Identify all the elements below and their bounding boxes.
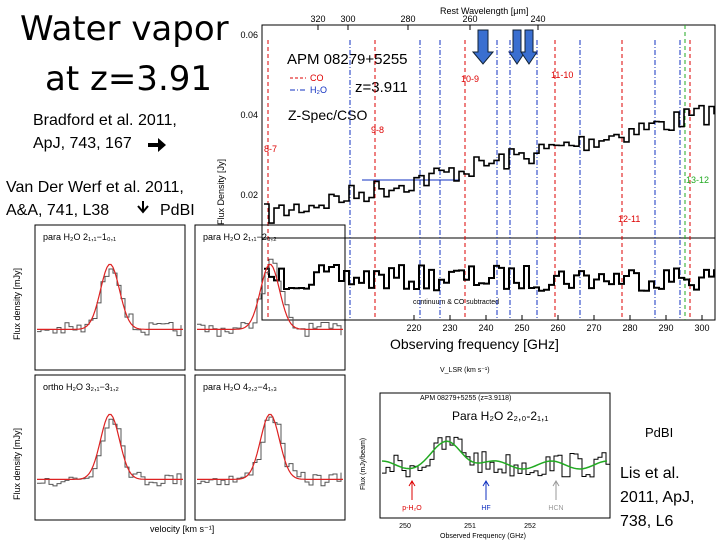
x-tick-label: 300 <box>694 323 709 333</box>
top-tick-label: 320 <box>310 14 325 24</box>
lis-figure: V_LSR (km s⁻¹) APM 08279+5255 (z=3.9118)… <box>360 367 611 540</box>
y-tick-label: 0.06 <box>240 30 258 40</box>
marker-arrow <box>552 480 560 500</box>
x-tick-label: 250 <box>514 323 529 333</box>
axis-label: Flux density [mJy] <box>12 428 22 500</box>
reference: ApJ, 743, 167 <box>33 135 132 152</box>
spectrum <box>264 264 715 292</box>
axis-label: Flux (mJy/beam) <box>360 438 367 490</box>
axis-label: Flux Density [Jy] <box>216 159 226 225</box>
axis-label: Observed Frequency (GHz) <box>440 533 526 540</box>
fit <box>197 413 343 480</box>
reference: 2011, ApJ, <box>620 489 694 506</box>
axis-label: V_LSR (km s⁻¹) <box>440 367 490 374</box>
legend-label: CO <box>310 73 324 83</box>
axis-label: velocity [km s⁻¹] <box>150 524 214 534</box>
marker-label: HF <box>481 505 490 512</box>
reference: 738, L6 <box>620 513 673 530</box>
plot-frame <box>34 224 186 371</box>
top-tick-label: 300 <box>340 14 355 24</box>
marker-label: p-H₂O <box>402 505 422 512</box>
x-tick-label: 240 <box>478 323 493 333</box>
legend-label: H₂O <box>310 85 327 95</box>
top-tick-label: 260 <box>462 14 477 24</box>
instrument-label: Z-Spec/CSO <box>288 107 367 123</box>
top-tick-label: 280 <box>400 14 415 24</box>
spectrum <box>264 104 715 224</box>
source-label: APM 08279+5255 <box>287 51 408 68</box>
spectrum <box>197 416 342 487</box>
co-label: 10-9 <box>461 74 479 84</box>
axis-label: Rest Wavelength [μm] <box>440 6 528 16</box>
x-tick-label: 270 <box>586 323 601 333</box>
plot-frame <box>261 24 716 321</box>
x-tick-label: 250 <box>399 523 411 530</box>
axis-label: Observing frequency [GHz] <box>390 336 559 352</box>
co-label: 11-10 <box>551 70 573 80</box>
spectrum <box>37 268 182 337</box>
note: continuum & CO subtracted <box>413 299 499 306</box>
x-tick-label: 230 <box>442 323 457 333</box>
plot-frame <box>379 392 611 519</box>
spectrum <box>382 436 611 478</box>
marker-label: HCN <box>548 505 563 512</box>
x-tick-label: 252 <box>524 523 536 530</box>
fit <box>381 440 608 470</box>
y-tick-label: 0.02 <box>240 190 258 200</box>
arrow-icon <box>520 29 538 65</box>
source-label: APM 08279+5255 (z=3.9118) <box>420 395 511 402</box>
pdbi-figure: para H₂O 2₁,₁−1₀,₁ para H₂O 2₁,₁−2₀,₂ orth… <box>34 224 346 521</box>
title-line: at z=3.91 <box>45 59 212 99</box>
panel-label: para H₂O 2₁,₁−2₀,₂ <box>203 232 277 242</box>
co-label: 9-8 <box>371 125 384 135</box>
marker-arrow <box>408 480 416 500</box>
x-tick-label: 280 <box>622 323 637 333</box>
co-label: 13-12 <box>686 175 709 185</box>
y-tick-label: 0.04 <box>240 110 258 120</box>
axis-label: Flux density [mJy] <box>12 268 22 340</box>
reference: Lis et al. <box>620 465 680 482</box>
plot-frame <box>34 374 186 521</box>
title-line: Water vapor <box>20 9 229 49</box>
arrow-icon <box>148 138 166 152</box>
panel-label: ortho H₂O 3₂,₁−3₁,₂ <box>43 382 119 392</box>
reference: PdBI <box>160 202 195 219</box>
marker-arrow <box>482 480 490 500</box>
top-tick-label: 240 <box>530 14 545 24</box>
x-tick-label: 251 <box>464 523 476 530</box>
x-tick-label: 290 <box>658 323 673 333</box>
line-label: Para H₂O 2₂,₀-2₁,₁ <box>452 409 548 423</box>
plot-frame <box>194 224 346 371</box>
co-label: 12-11 <box>618 214 640 224</box>
x-tick-label: 220 <box>406 323 421 333</box>
plot-frame <box>194 374 346 521</box>
redshift-label: z=3.911 <box>355 79 408 96</box>
arrow-icon <box>508 29 526 65</box>
reference: Van Der Werf et al. 2011, <box>6 179 184 196</box>
arrow-icon <box>471 29 495 65</box>
panel-label: para H₂O 4₂,₂−4₁,₃ <box>203 382 277 392</box>
reference: A&A, 741, L38 <box>6 202 109 219</box>
reference: Bradford et al. 2011, <box>33 112 177 129</box>
fit <box>197 263 343 330</box>
zspec-figure: Rest Wavelength [μm] APM 08279+5255 CO H… <box>216 6 716 352</box>
fit <box>37 263 183 330</box>
panel-label: para H₂O 2₁,₁−1₀,₁ <box>43 232 116 242</box>
arrow-icon <box>137 201 149 214</box>
spectrum <box>37 418 182 487</box>
x-tick-label: 260 <box>550 323 565 333</box>
instrument-label: PdBI <box>645 425 673 440</box>
co-label: 8-7 <box>264 144 277 154</box>
fit <box>37 413 183 480</box>
